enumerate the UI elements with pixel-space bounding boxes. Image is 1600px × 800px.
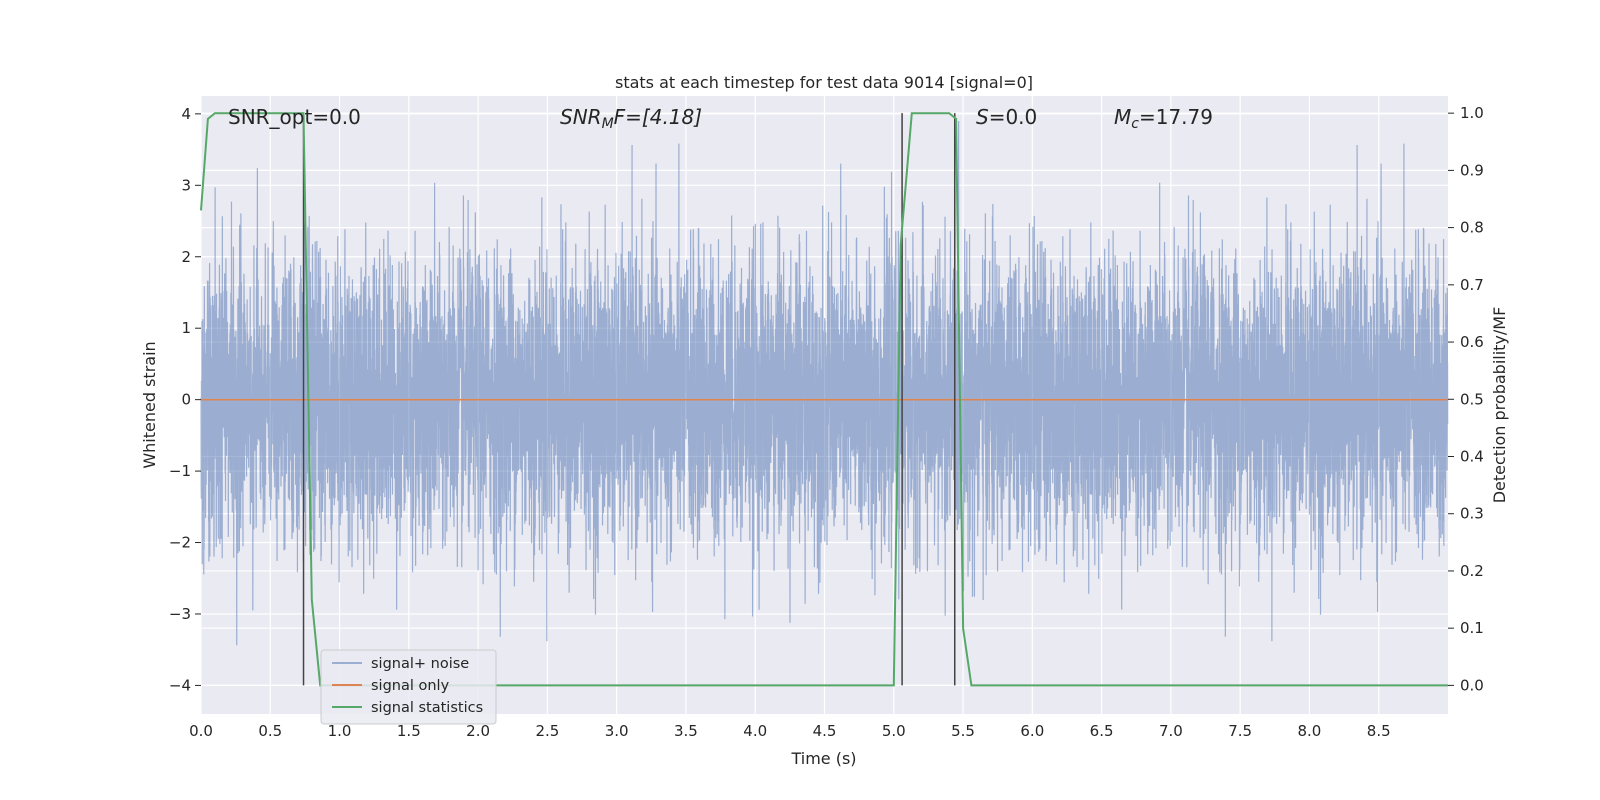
legend-box [320, 649, 497, 725]
y-tick-label: −1 [169, 462, 191, 480]
legend-label-signal-only: signal only [371, 678, 450, 694]
annotation-s: S=0.0 [976, 105, 1037, 129]
right-axis-ticks: 1.0 0.9 0.8 0.7 0.6 0.5 0.4 0.3 0.2 0.1 0.0 [1448, 104, 1484, 694]
y-tick-label: 3 [181, 176, 191, 194]
right-tick-label: 0.2 [1460, 562, 1484, 580]
legend: signal+ noise signal only signal statist… [320, 649, 497, 725]
right-tick-label: 0.4 [1460, 448, 1484, 466]
y-tick-label: −4 [169, 676, 191, 694]
y-tick-label: −2 [169, 534, 191, 552]
right-tick-label: 0.1 [1460, 619, 1484, 637]
y-tick-label: 4 [181, 105, 191, 123]
x-tick-label: 3.0 [605, 722, 629, 740]
right-axis-label: Detection probability/MF [1490, 307, 1509, 504]
y-tick-label: −3 [169, 605, 191, 623]
annotation-snr-mf: SNRMF=[4.18] [560, 105, 702, 132]
x-tick-label: 6.0 [1020, 722, 1044, 740]
y-axis-ticks: 4 3 2 1 0 −1 −2 −3 −4 [169, 105, 201, 694]
x-tick-label: 3.5 [674, 722, 698, 740]
y-tick-label: 1 [181, 319, 191, 337]
right-tick-label: 0.8 [1460, 219, 1484, 237]
x-tick-label: 1.5 [397, 722, 421, 740]
right-tick-label: 0.9 [1460, 161, 1484, 179]
x-tick-label: 6.5 [1090, 722, 1114, 740]
right-tick-label: 0.7 [1460, 276, 1484, 294]
x-tick-label: 2.0 [466, 722, 490, 740]
x-axis-ticks: 0.0 0.5 1.0 1.5 2.0 2.5 3.0 3.5 4.0 4.5 5.0 5.5 6.0 6… [189, 722, 1391, 740]
x-tick-label: 0.5 [258, 722, 282, 740]
chart-title: stats at each timestep for test data 901… [615, 73, 1033, 92]
annotation-snr-opt: SNR_opt=0.0 [228, 105, 361, 129]
right-tick-label: 1.0 [1460, 104, 1484, 122]
annotation-mc: Mc=17.79 [1114, 105, 1213, 132]
x-tick-label: 8.5 [1367, 722, 1391, 740]
y-axis-label: Whitened strain [140, 341, 159, 468]
x-axis-label: Time (s) [790, 749, 856, 768]
x-tick-label: 0.0 [189, 722, 213, 740]
legend-label-signal-noise: signal+ noise [371, 656, 469, 672]
right-tick-label: 0.6 [1460, 333, 1484, 351]
x-tick-label: 1.0 [328, 722, 352, 740]
x-tick-label: 8.0 [1298, 722, 1322, 740]
y-tick-label: 0 [181, 391, 191, 409]
x-tick-label: 5.0 [882, 722, 906, 740]
legend-label-signal-statistics: signal statistics [371, 700, 483, 716]
y-tick-label: 2 [181, 248, 191, 266]
series-signal-statistics [200, 112, 1448, 687]
x-tick-label: 5.5 [951, 722, 975, 740]
x-tick-label: 7.0 [1159, 722, 1183, 740]
x-tick-label: 7.5 [1228, 722, 1252, 740]
right-tick-label: 0.3 [1460, 505, 1484, 523]
vertical-markers [302, 113, 956, 686]
x-tick-label: 4.5 [813, 722, 837, 740]
x-tick-label: 2.5 [535, 722, 559, 740]
signal-statistics-line [200, 112, 1448, 687]
right-tick-label: 0.0 [1460, 676, 1484, 694]
right-tick-label: 0.5 [1460, 390, 1484, 408]
x-tick-label: 4.0 [743, 722, 767, 740]
